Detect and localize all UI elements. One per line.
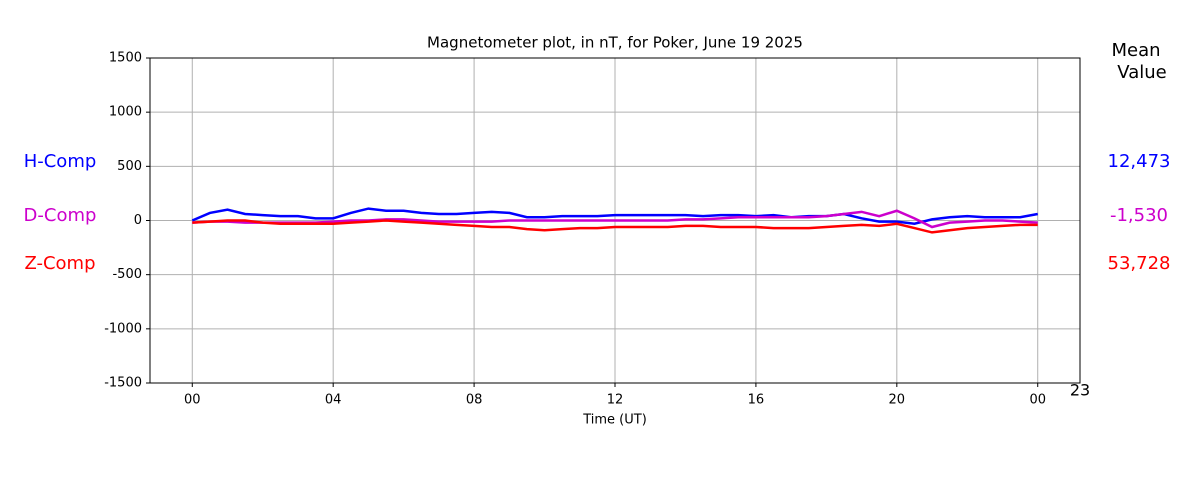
plot-frame: [149, 57, 1081, 384]
legend-label: Z-Comp: [24, 253, 95, 274]
chart-title: Magnetometer plot, in nT, for Poker, Jun…: [427, 34, 803, 52]
data-line: [192, 209, 1038, 229]
y-tick-label: -1000: [104, 321, 142, 336]
annotation: 23: [1070, 381, 1090, 400]
mean-value: 53,728: [1108, 253, 1171, 274]
x-tick-label: 00: [184, 393, 201, 408]
x-tick-label: 00: [1029, 393, 1046, 408]
y-tick-label: 1500: [109, 51, 142, 66]
x-tick-label: 20: [889, 393, 906, 408]
y-tick-label: -500: [112, 267, 142, 282]
x-tick-label: 08: [466, 393, 483, 408]
legend-label: H-Comp: [24, 151, 97, 172]
x-axis-label: Time (UT): [582, 413, 647, 428]
x-tick-label: 16: [748, 393, 765, 408]
mean-value: -1,530: [1110, 205, 1168, 226]
data-line: [191, 207, 1038, 226]
x-tick-label: 12: [607, 393, 624, 408]
y-tick-label: 0: [134, 213, 142, 228]
legend-label: D-Comp: [24, 205, 97, 226]
x-tick-label: 04: [325, 393, 342, 408]
y-tick-label: -1500: [104, 376, 142, 391]
data-line: [192, 219, 1038, 234]
mean-value: 12,473: [1108, 151, 1171, 172]
y-tick-label: 500: [117, 159, 142, 174]
mean-title: Value: [1117, 62, 1166, 83]
mean-title: Mean: [1111, 40, 1160, 61]
y-tick-label: 1000: [109, 105, 142, 120]
